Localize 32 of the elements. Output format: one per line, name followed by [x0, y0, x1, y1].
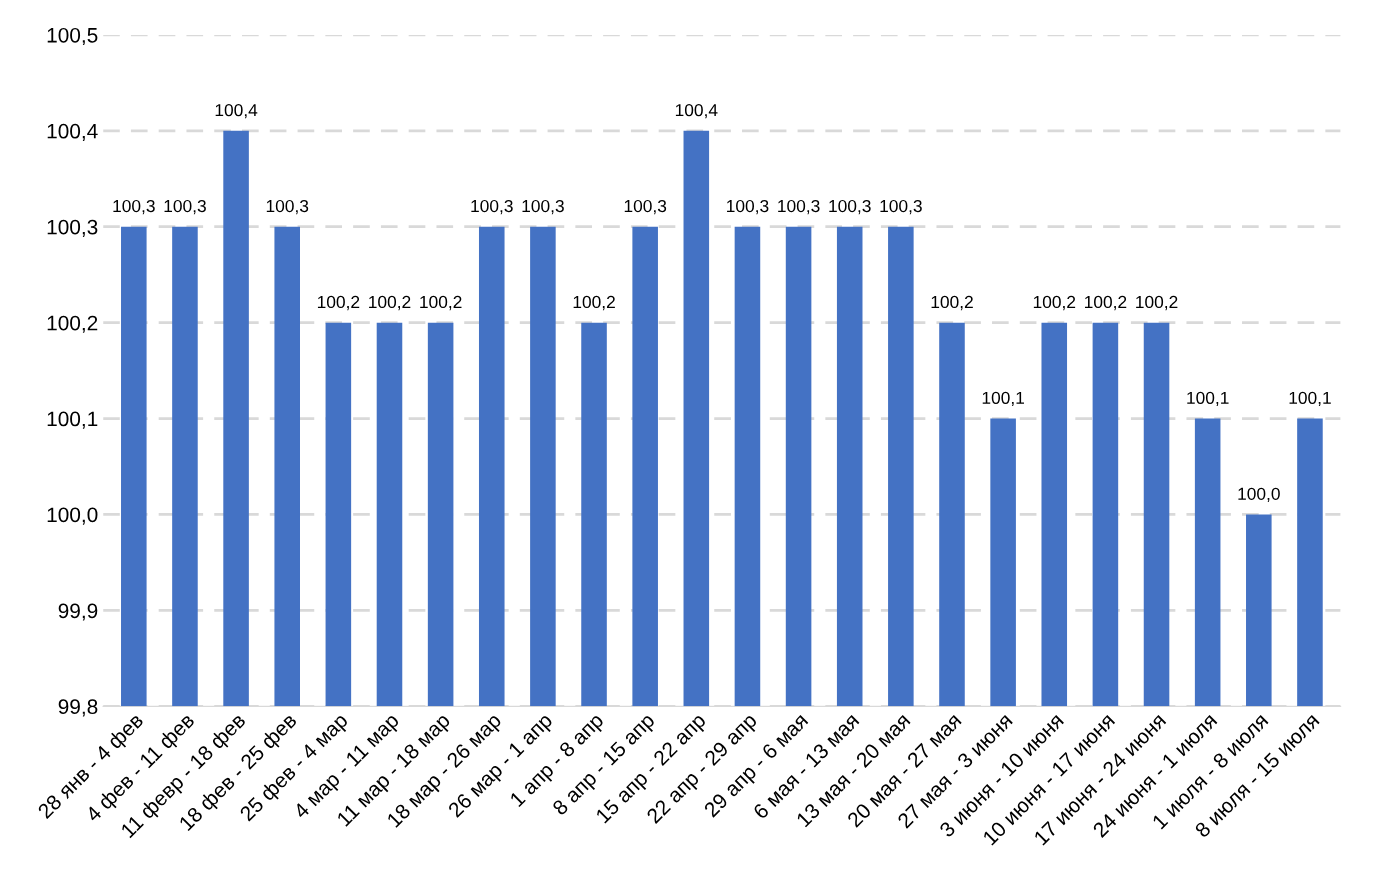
data-label: 100,1: [1289, 391, 1331, 407]
data-label: 100,2: [317, 295, 360, 311]
data-label: 100,3: [727, 199, 769, 215]
data-label: 100,0: [1238, 487, 1280, 502]
y-tick-label: 100,2: [47, 315, 98, 333]
data-label: 100,3: [778, 199, 820, 215]
y-tick-label: 100,3: [47, 219, 98, 237]
data-label: 100,3: [164, 199, 206, 215]
data-label: 100,3: [522, 199, 564, 215]
data-label: 100,2: [573, 295, 615, 311]
data-label: 100,3: [113, 199, 155, 215]
data-label: 100,2: [1136, 295, 1178, 311]
y-tick-label: 100,4: [47, 123, 98, 142]
data-label: 100,3: [880, 199, 922, 215]
data-label: 100,3: [266, 199, 309, 215]
data-label: 100,2: [1033, 295, 1076, 311]
data-label: 100,4: [675, 103, 718, 119]
data-label: 100,4: [215, 103, 258, 119]
y-tick-label: 100,5: [47, 27, 98, 46]
data-label: 100,3: [829, 199, 871, 215]
data-label: 100,3: [624, 199, 667, 215]
data-label: 100,1: [982, 391, 1024, 407]
data-label: 100,3: [471, 199, 513, 215]
data-label: 100,1: [1187, 391, 1229, 407]
y-tick-label: 99,8: [58, 699, 98, 717]
y-tick-label: 100,0: [47, 507, 98, 525]
data-label: 100,2: [1085, 295, 1127, 311]
y-tick-label: 99,9: [58, 603, 98, 621]
y-tick-label: 100,1: [47, 411, 98, 429]
data-label: 100,2: [420, 295, 462, 311]
data-label: 100,2: [369, 295, 411, 311]
data-label: 100,2: [931, 295, 973, 311]
